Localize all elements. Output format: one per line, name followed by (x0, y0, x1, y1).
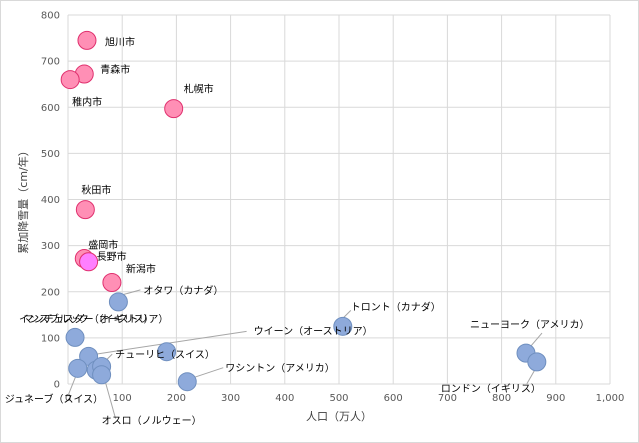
data-point (75, 200, 95, 220)
x-tick-label: 800 (492, 393, 511, 404)
point-label: 旭川市 (105, 35, 135, 48)
point-label: ワシントン（アメリカ） (225, 363, 334, 375)
x-axis-title: 人口（万人） (306, 410, 372, 423)
data-points (60, 30, 547, 392)
x-tick-label: 100 (113, 393, 132, 404)
point-label: 札幌市 (184, 83, 214, 96)
data-point (79, 252, 99, 272)
x-tick-label: 300 (221, 393, 240, 404)
data-point (65, 327, 85, 347)
leader-line (67, 376, 77, 397)
y-tick-label: 0 (54, 380, 60, 391)
x-tick-label: 0 (65, 393, 71, 404)
point-label: ジュネーブ（スイス） (5, 392, 103, 405)
x-tick-label: 500 (329, 393, 348, 404)
x-tick-label: 1,000 (596, 393, 625, 404)
leader-line (526, 369, 536, 385)
leader-lines (67, 289, 543, 419)
y-tick-label: 300 (41, 241, 60, 252)
x-tick-label: 200 (167, 393, 186, 404)
grid-lines (67, 14, 611, 385)
data-point (527, 352, 547, 372)
point-label: チューリヒ（スイス） (115, 349, 215, 361)
point-label: 盛岡市 (88, 239, 118, 252)
point-label: ロンドン（イギリス） (441, 383, 541, 395)
y-tick-label: 700 (41, 57, 60, 68)
point-label: オスロ（ノルウェー） (102, 415, 202, 427)
data-point (108, 292, 128, 312)
x-tick-label: 900 (546, 393, 565, 404)
y-tick-label: 200 (41, 287, 60, 298)
leader-line (193, 367, 224, 379)
point-label: ウイーン（オーストリア） (254, 325, 373, 337)
point-label: 青森市 (100, 63, 130, 76)
leader-line (94, 330, 247, 355)
leader-line (529, 332, 543, 348)
y-tick-label: 400 (41, 195, 60, 206)
point-label: 長野市 (97, 250, 127, 263)
point-label: 稚内市 (72, 96, 102, 109)
data-point (164, 99, 184, 119)
point-label: ニューヨーク（アメリカ） (470, 319, 590, 331)
data-point (60, 70, 80, 90)
y-axis-title: 累加降雪量（cm/年） (16, 145, 30, 253)
y-tick-label: 600 (41, 103, 60, 114)
data-point (177, 372, 197, 392)
x-tick-label: 600 (384, 393, 403, 404)
point-label: 秋田市 (81, 184, 111, 197)
data-point (333, 316, 353, 336)
leader-line (105, 382, 117, 419)
x-tick-label: 400 (275, 393, 294, 404)
point-label: 新潟市 (126, 263, 156, 276)
y-tick-label: 500 (41, 149, 60, 160)
x-tick-label: 700 (438, 393, 457, 404)
data-point (102, 273, 122, 293)
point-label: トロント（カナダ） (351, 300, 441, 313)
y-tick-label: 100 (41, 333, 60, 344)
tick-labels: 0 100 200 300 400 500 600 700 800 0 100 200 300 400 50… (41, 11, 624, 405)
y-tick-label: 800 (41, 11, 60, 22)
data-point (92, 365, 112, 385)
data-point (77, 30, 97, 50)
point-label: マンチェスター（イギリス） (24, 314, 154, 326)
data-point (157, 342, 177, 362)
point-label: インスブルック（オーストリア） (19, 312, 168, 325)
point-label: オタワ（カナダ） (143, 284, 223, 297)
data-point (68, 358, 88, 378)
